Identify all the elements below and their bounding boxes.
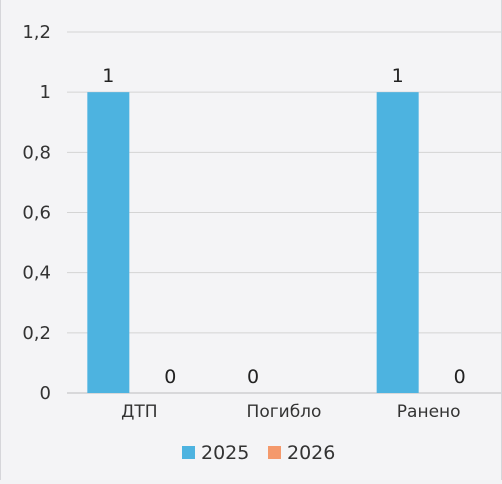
legend-swatch-2025 — [182, 446, 195, 459]
data-label: 0 — [164, 366, 176, 388]
data-label: 0 — [247, 366, 259, 388]
y-tick-label: 0,4 — [22, 263, 51, 284]
y-tick-label: 1,2 — [22, 22, 51, 43]
legend-label-2026: 2026 — [287, 442, 335, 464]
legend: 2025 2026 — [182, 442, 335, 464]
bar-2025-2 — [376, 92, 419, 394]
data-label: 0 — [454, 366, 466, 388]
data-label: 1 — [392, 65, 404, 87]
y-tick-label: 0,2 — [22, 323, 51, 344]
y-axis-ticks: 0 0,2 0,4 0,6 0,8 1 1,2 — [22, 22, 51, 404]
y-tick-label: 0,6 — [22, 203, 51, 224]
y-tick-label: 0,8 — [22, 142, 51, 163]
gridlines — [67, 31, 501, 394]
category-label: Погибло — [247, 402, 322, 422]
bars — [87, 92, 419, 394]
category-label: ДТП — [121, 402, 157, 422]
legend-swatch-2026 — [268, 446, 281, 459]
y-tick-label: 0 — [40, 383, 51, 404]
legend-label-2025: 2025 — [201, 442, 249, 464]
category-label: Ранено — [397, 402, 461, 422]
bar-2025-0 — [87, 92, 130, 394]
data-labels: 1 0 0 1 0 — [102, 65, 465, 388]
data-label: 1 — [102, 65, 114, 87]
y-tick-label: 1 — [40, 82, 51, 103]
x-axis-categories: ДТП Погибло Ранено — [121, 402, 460, 422]
